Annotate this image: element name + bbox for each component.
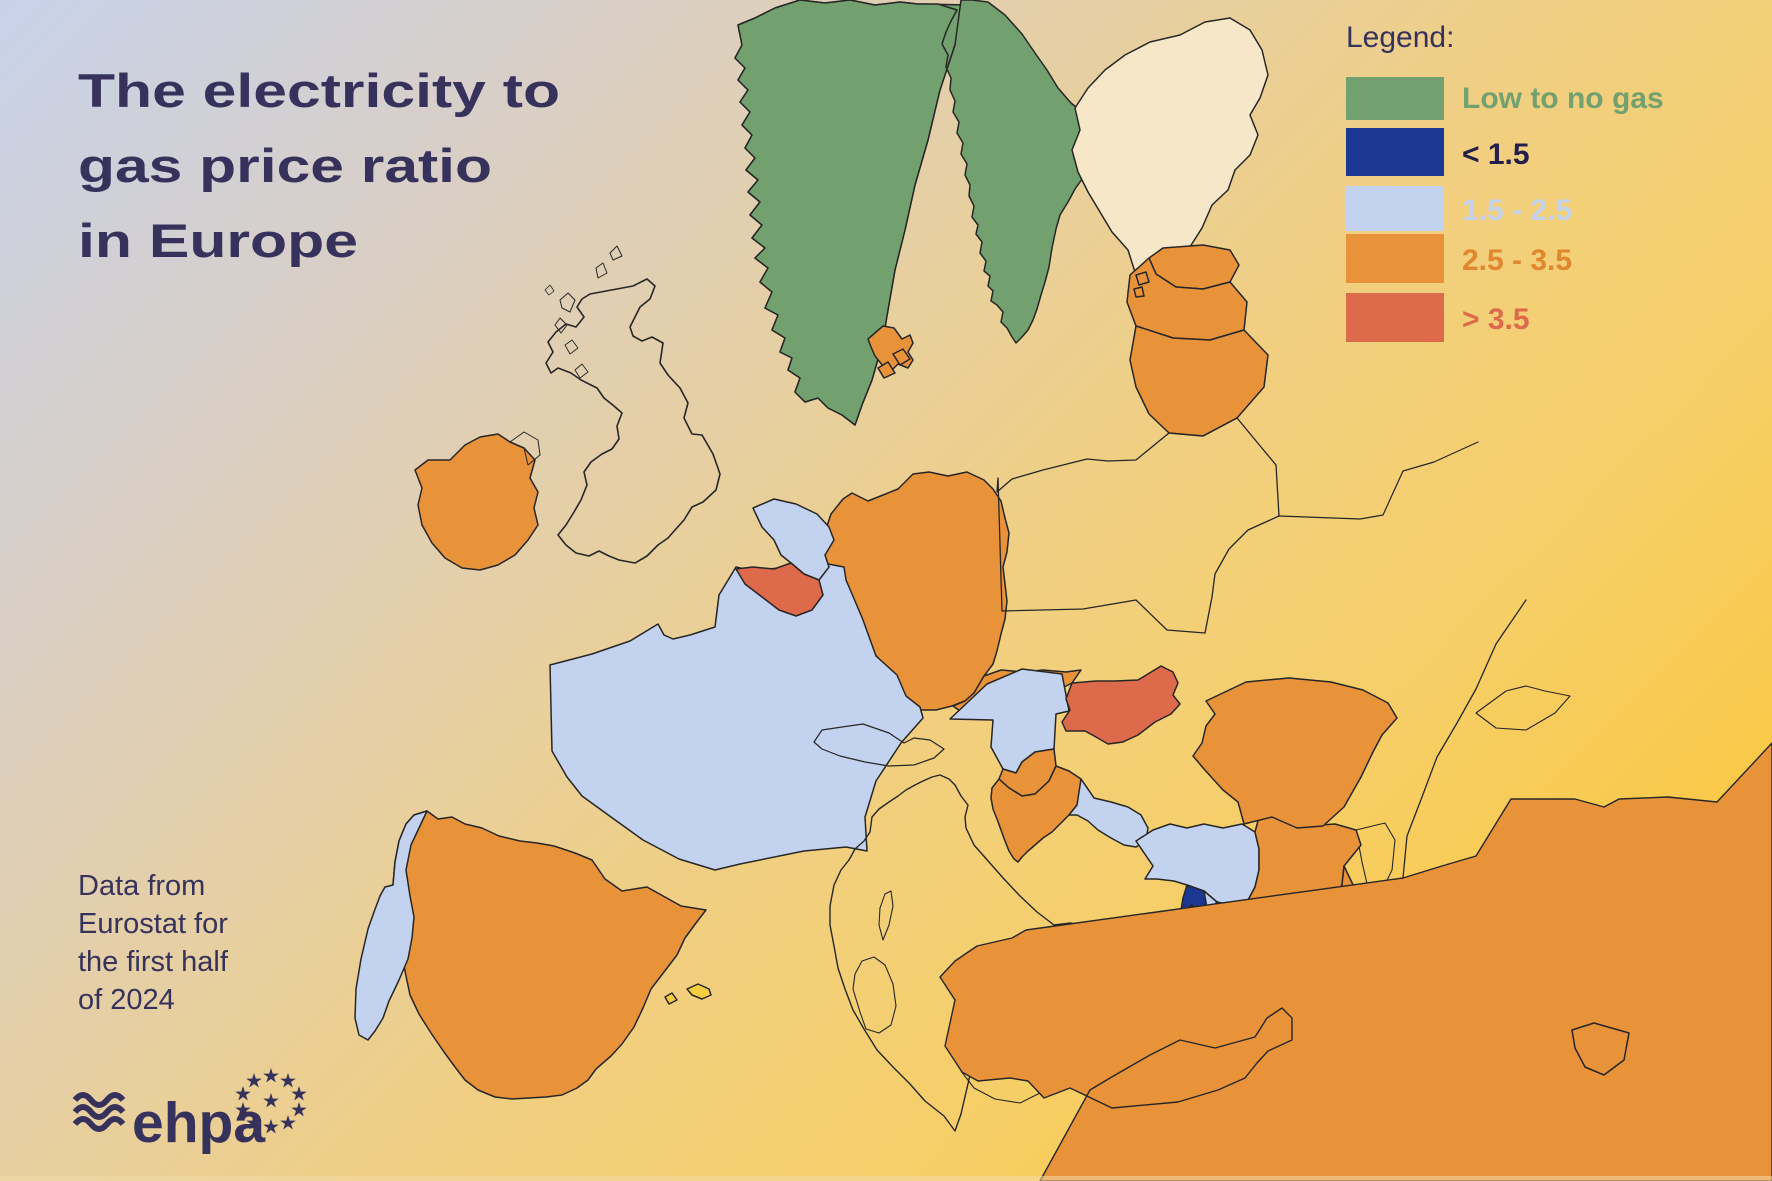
svg-text:< 1.5: < 1.5 xyxy=(1462,138,1530,171)
svg-text:Legend:: Legend: xyxy=(1346,21,1454,54)
svg-text:of 2024: of 2024 xyxy=(78,984,175,1016)
svg-text:in Europe: in Europe xyxy=(78,214,358,267)
svg-text:Data from: Data from xyxy=(78,870,205,902)
svg-text:1.5 - 2.5: 1.5 - 2.5 xyxy=(1462,194,1572,227)
svg-text:The electricity to: The electricity to xyxy=(78,64,560,117)
svg-text:2.5 - 3.5: 2.5 - 3.5 xyxy=(1462,244,1572,277)
svg-text:the first half: the first half xyxy=(78,946,229,978)
svg-text:gas price ratio: gas price ratio xyxy=(78,139,492,192)
svg-text:Eurostat for: Eurostat for xyxy=(78,908,228,940)
svg-text:Low to no gas: Low to no gas xyxy=(1462,82,1664,115)
svg-text:> 3.5: > 3.5 xyxy=(1462,303,1530,336)
svg-text:ehpa: ehpa xyxy=(132,1091,266,1155)
